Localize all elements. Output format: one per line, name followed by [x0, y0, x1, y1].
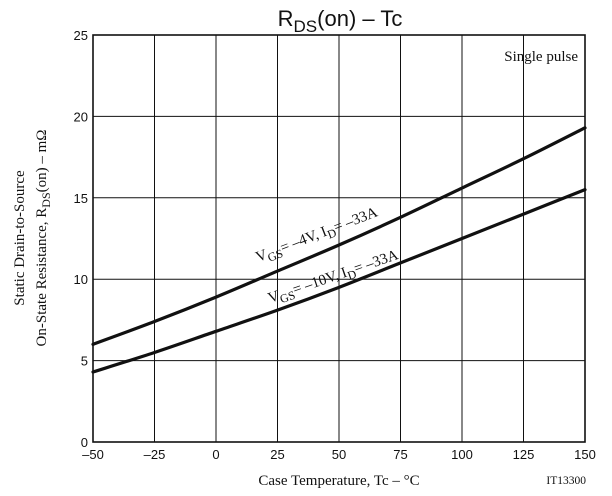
y-tick-label: 0: [81, 435, 88, 450]
single-pulse-annotation: Single pulse: [504, 49, 578, 65]
tick-labels: –50 –25 0 25 50 75 100 125 150 0 5 10 15 20 25: [74, 28, 596, 462]
x-tick-label: –25: [144, 447, 166, 462]
x-tick-label: 125: [513, 447, 535, 462]
series-lines: [91, 126, 587, 374]
y-tick-label: 15: [74, 191, 88, 206]
series-line-0: [91, 126, 587, 346]
y-tick-label: 5: [81, 354, 88, 369]
series-label-vgs-10v: VGS= –10V, ID= –33A: [266, 247, 401, 309]
x-tick-label: 100: [451, 447, 473, 462]
y-tick-label: 20: [74, 109, 88, 124]
y-axis-label-line1: Static Drain-to-Source: [12, 170, 28, 306]
chart-title: RDS(on) – Tc: [278, 6, 403, 36]
series-label-vgs-4v: VGS= –4V, ID= –33A: [254, 205, 381, 269]
x-tick-label: 50: [332, 447, 346, 462]
grid: [93, 35, 585, 442]
series-line-1: [91, 188, 587, 374]
x-tick-label: 25: [270, 447, 284, 462]
y-axis-label-line2: On-State Resistance, RDS(on) – mΩ: [34, 130, 53, 347]
x-tick-label: 0: [212, 447, 219, 462]
plot-frame: [92, 34, 586, 443]
y-tick-label: 10: [74, 272, 88, 287]
x-tick-label: 75: [393, 447, 407, 462]
x-tick-label: –50: [82, 447, 104, 462]
y-tick-label: 25: [74, 28, 88, 43]
figure-id: IT13300: [546, 475, 586, 487]
chart-title-subscript: DS: [294, 17, 318, 36]
x-tick-label: 150: [574, 447, 596, 462]
x-axis-label: Case Temperature, Tc – °C: [258, 473, 419, 489]
